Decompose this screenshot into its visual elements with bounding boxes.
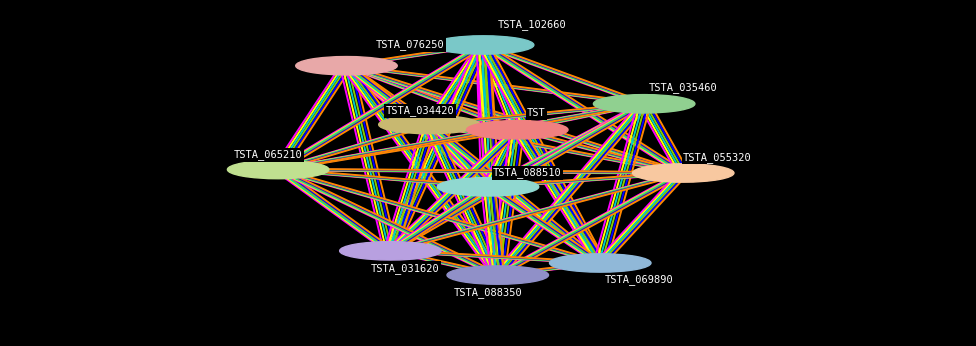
Ellipse shape [593, 94, 695, 113]
Text: TSTA_102660: TSTA_102660 [498, 19, 566, 30]
Ellipse shape [467, 120, 568, 139]
Text: TSTA_088510: TSTA_088510 [493, 167, 561, 179]
Text: TSTA_065210: TSTA_065210 [234, 149, 303, 161]
Text: TSTA_088350: TSTA_088350 [454, 287, 522, 298]
Text: TSTA_031620: TSTA_031620 [371, 263, 439, 274]
Ellipse shape [379, 115, 480, 134]
Ellipse shape [340, 242, 441, 260]
Ellipse shape [296, 56, 397, 75]
Text: TSTA_034420: TSTA_034420 [386, 105, 454, 116]
Text: TSTA_035460: TSTA_035460 [649, 82, 717, 93]
Text: TSTA_076250: TSTA_076250 [376, 39, 444, 51]
Ellipse shape [447, 266, 549, 284]
Ellipse shape [227, 160, 329, 179]
Ellipse shape [432, 36, 534, 54]
Text: TSTA_055320: TSTA_055320 [683, 152, 752, 163]
Ellipse shape [632, 164, 734, 182]
Text: TSTA_069890: TSTA_069890 [605, 274, 673, 285]
Ellipse shape [549, 254, 651, 272]
Text: TST: TST [527, 109, 546, 118]
Ellipse shape [437, 177, 539, 196]
